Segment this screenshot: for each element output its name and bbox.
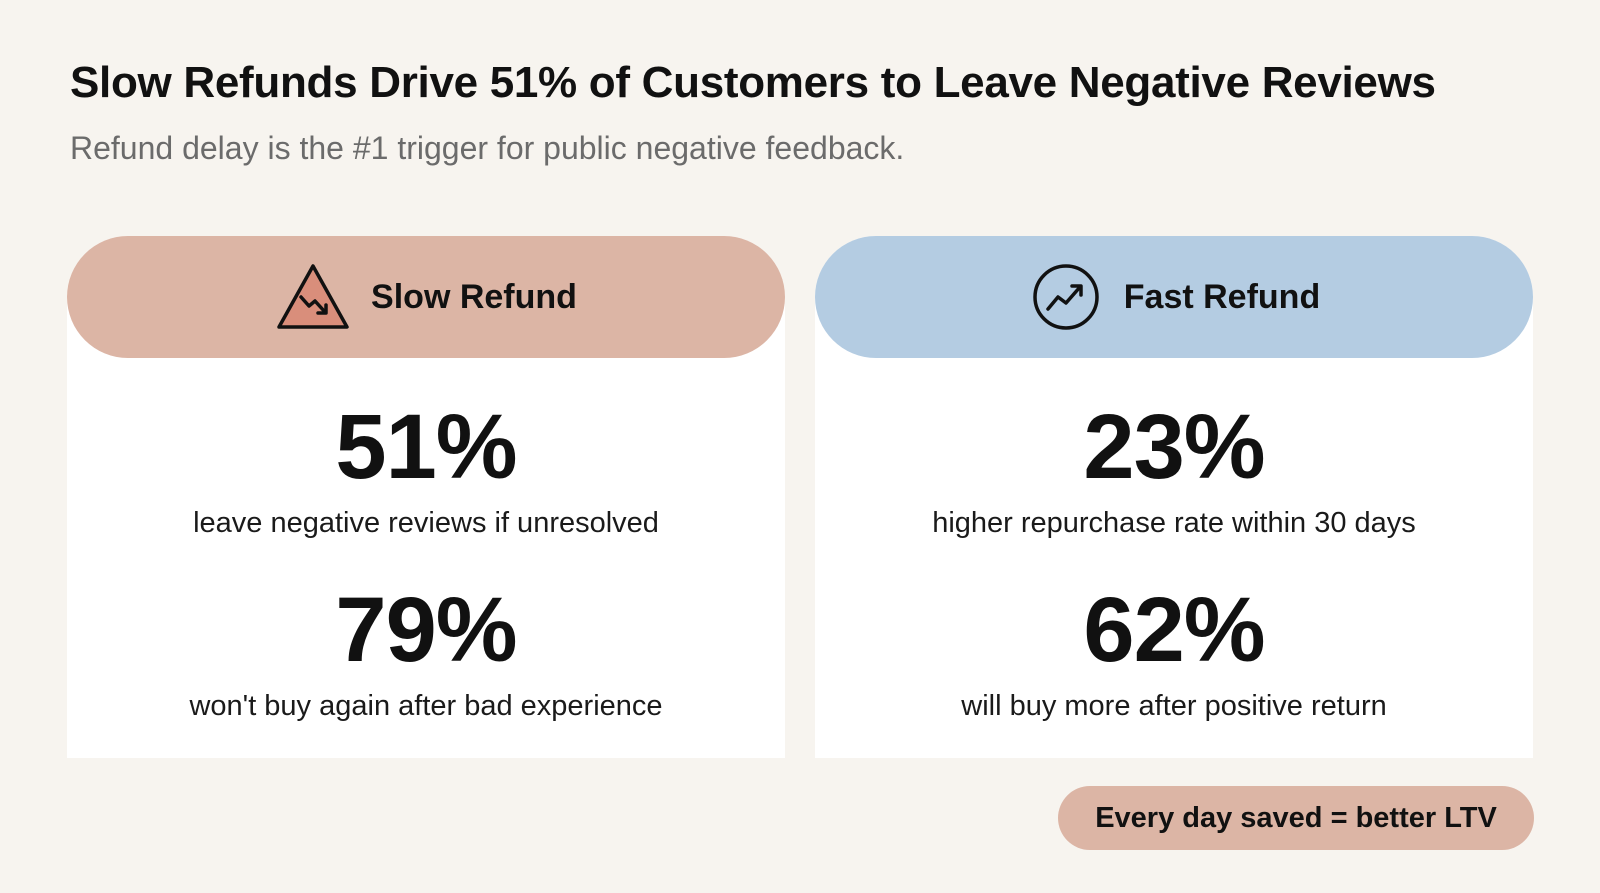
stat-value: 51%: [335, 396, 517, 498]
fast-refund-label: Fast Refund: [1123, 277, 1321, 316]
warning-downtrend-icon: [277, 264, 349, 329]
slow-refund-header: Slow Refund: [67, 236, 785, 358]
slow-refund-label: Slow Refund: [371, 277, 577, 316]
stat-block: 79% won't buy again after bad experience: [67, 582, 785, 724]
stat-label: leave negative reviews if unresolved: [193, 507, 659, 539]
stat-label: will buy more after positive return: [961, 690, 1387, 722]
stat-value: 23%: [1083, 396, 1265, 498]
stat-label: higher repurchase rate within 30 days: [932, 507, 1416, 539]
page-subtitle: Refund delay is the #1 trigger for publi…: [70, 130, 905, 166]
stat-value: 79%: [335, 579, 517, 681]
page-title: Slow Refunds Drive 51% of Customers to L…: [70, 58, 1436, 107]
slow-refund-card: Slow Refund 51% leave negative reviews i…: [67, 236, 785, 758]
ltv-badge: Every day saved = better LTV: [1058, 786, 1534, 850]
uptrend-circle-icon: [1033, 264, 1099, 330]
fast-refund-card: Fast Refund 23% higher repurchase rate w…: [815, 236, 1533, 758]
fast-refund-header: Fast Refund: [815, 236, 1533, 358]
stat-block: 62% will buy more after positive return: [815, 582, 1533, 724]
stat-block: 23% higher repurchase rate within 30 day…: [815, 399, 1533, 541]
stat-block: 51% leave negative reviews if unresolved: [67, 399, 785, 541]
stat-label: won't buy again after bad experience: [189, 690, 663, 722]
stat-value: 62%: [1083, 579, 1265, 681]
